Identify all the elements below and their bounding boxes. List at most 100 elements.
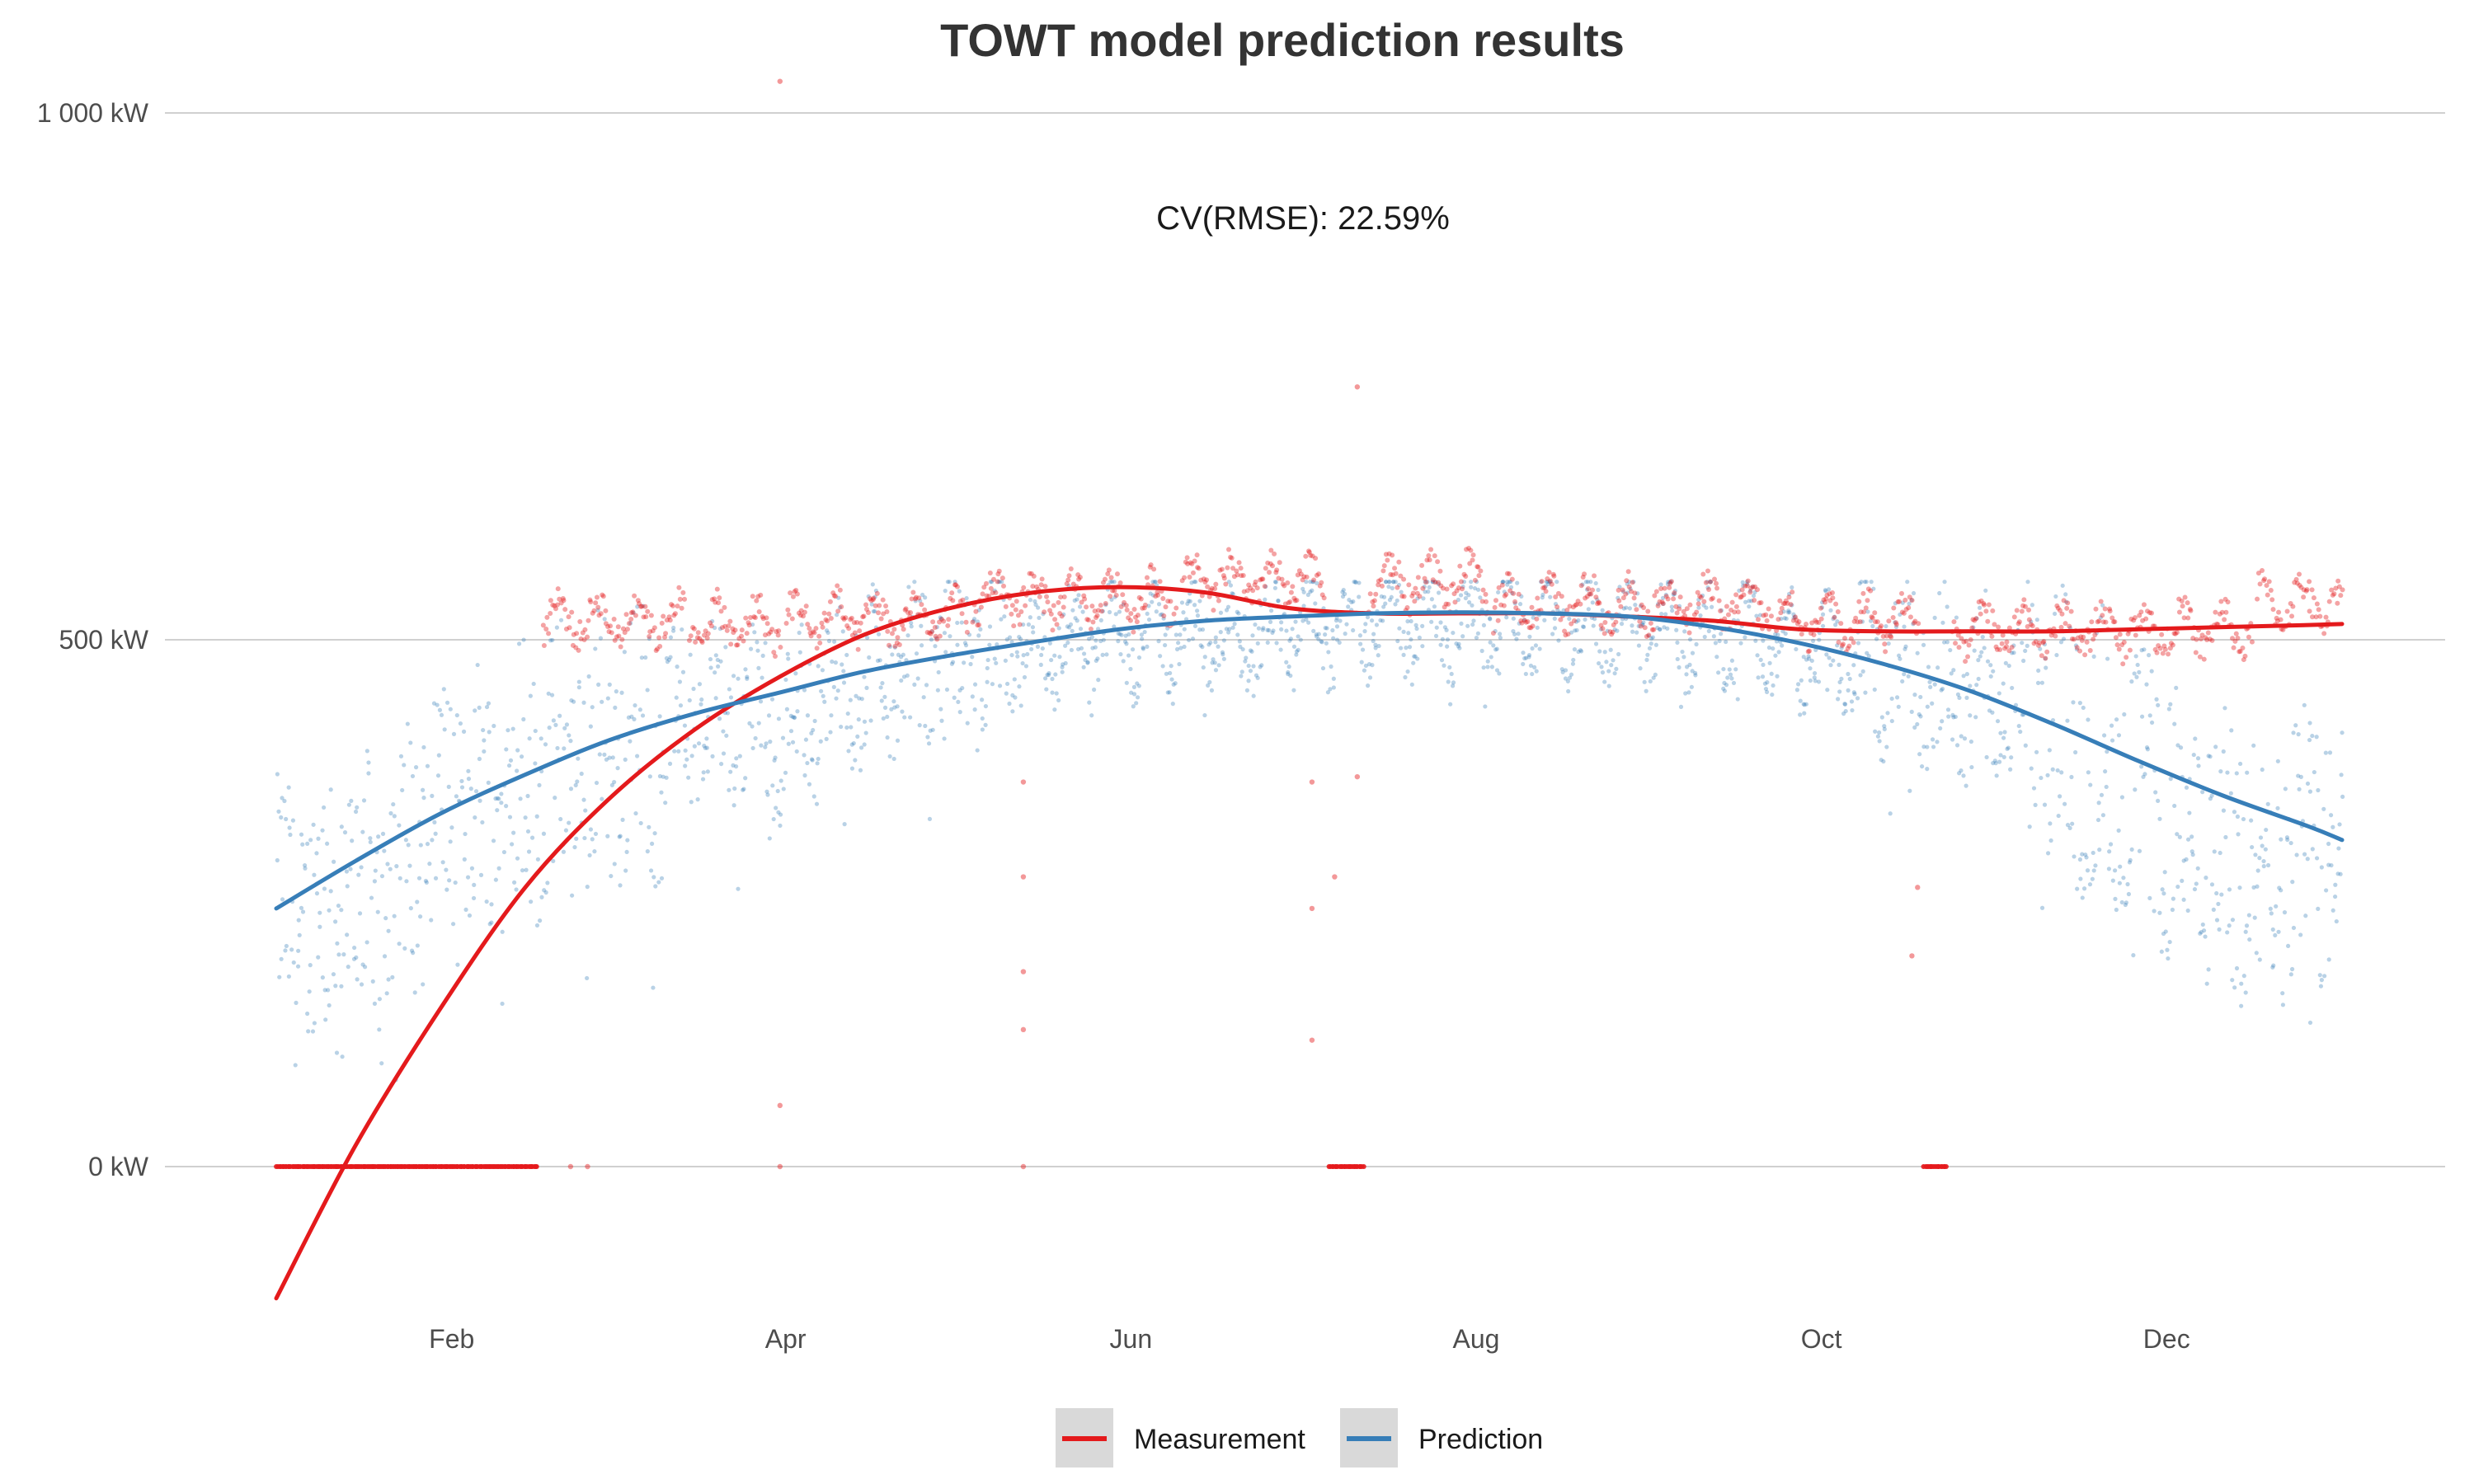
measurement-point (2128, 616, 2134, 622)
prediction-point (1876, 730, 1882, 735)
measurement-point (2294, 580, 2300, 586)
measurement-point (581, 637, 587, 643)
prediction-point (952, 580, 957, 585)
measurement-point (1102, 576, 1108, 582)
prediction-point (1167, 690, 1172, 695)
measurement-point (1135, 613, 1141, 618)
measurement-point (2091, 636, 2096, 642)
prediction-point (1260, 627, 1265, 632)
y-tick-label: 1 000 kW (37, 98, 149, 128)
prediction-point (816, 664, 821, 669)
measurement-point (1058, 594, 1064, 600)
prediction-point (1381, 594, 1387, 599)
prediction-point (1636, 623, 1641, 629)
measurement-point (1273, 570, 1279, 575)
measurement-point (889, 631, 895, 636)
measurement-point (663, 631, 669, 636)
prediction-point (1576, 618, 1581, 623)
measurement-point (2059, 611, 2065, 617)
prediction-point (905, 633, 910, 638)
measurement-point (1823, 596, 1829, 602)
prediction-point (2206, 754, 2211, 758)
prediction-point (1192, 623, 1198, 628)
measurement-point (2039, 653, 2044, 659)
prediction-point (689, 800, 694, 805)
prediction-point (1612, 627, 1617, 632)
measurement-point (1250, 588, 1256, 594)
prediction-point (626, 715, 632, 720)
prediction-point (1123, 633, 1128, 638)
prediction-point (667, 761, 673, 766)
prediction-point (2251, 743, 2256, 748)
prediction-point (1101, 637, 1106, 642)
measurement-point (833, 594, 839, 599)
prediction-point (2193, 736, 2198, 741)
gridlines (165, 112, 2445, 1167)
measurement-point (772, 654, 778, 660)
prediction-point (1094, 658, 1098, 664)
prediction-point (542, 888, 547, 893)
measurement-point (1288, 589, 1294, 595)
prediction-point (454, 712, 459, 718)
prediction-point (1213, 640, 1218, 645)
measurement-point (1319, 580, 1324, 585)
prediction-point (600, 699, 604, 704)
prediction-point (2172, 803, 2177, 809)
prediction-point (435, 702, 440, 707)
prediction-point (1785, 610, 1791, 615)
prediction-point (1710, 604, 1714, 609)
prediction-point (1208, 640, 1213, 646)
prediction-point (2185, 908, 2190, 913)
measurement-point (894, 640, 900, 646)
prediction-point (2189, 834, 2194, 839)
measurement-point (1580, 575, 1586, 580)
prediction-point (2135, 662, 2140, 668)
measurement-point (913, 594, 919, 600)
prediction-point (1401, 629, 1406, 634)
measurement-point (1395, 585, 1400, 590)
prediction-point (1835, 643, 1840, 648)
measurement-point (880, 597, 886, 603)
measurement-point (699, 639, 705, 645)
prediction-point (355, 805, 360, 810)
measurement-point (731, 630, 736, 636)
measurement-point (1189, 561, 1195, 566)
prediction-point (365, 940, 369, 945)
prediction-point (342, 830, 348, 835)
prediction-point (1390, 585, 1395, 591)
measurement-point (1660, 601, 1666, 607)
measurement-point (641, 614, 647, 620)
measurement-point (1842, 636, 1848, 641)
prediction-point (2139, 714, 2145, 719)
measurement-point (561, 598, 567, 603)
measurement-point (2331, 591, 2337, 597)
prediction-point (1758, 657, 1763, 662)
prediction-point (1334, 637, 1340, 642)
measurement-point (1609, 632, 1615, 637)
prediction-point (1517, 621, 1522, 626)
prediction-point (1514, 636, 1519, 641)
prediction-point (369, 895, 374, 900)
measurement-point (963, 619, 969, 625)
prediction-point (1764, 689, 1770, 694)
prediction-point (885, 735, 890, 740)
prediction-point (2314, 856, 2320, 861)
measurement-point (2303, 588, 2309, 594)
measurement-point (1124, 607, 1130, 613)
measurement-point (1821, 597, 1827, 603)
prediction-point (1446, 679, 1451, 684)
prediction-point (2056, 813, 2061, 819)
prediction-point (468, 787, 473, 791)
prediction-point (1087, 700, 1092, 705)
prediction-point (1961, 674, 1966, 679)
prediction-point (2232, 810, 2237, 815)
measurement-point (1714, 585, 1720, 591)
measurement-point (1192, 558, 1197, 564)
prediction-point (1481, 622, 1487, 628)
prediction-point (2034, 749, 2039, 754)
prediction-point (705, 769, 710, 774)
prediction-point (704, 745, 710, 750)
measurement-point (764, 615, 769, 621)
prediction-point (1224, 627, 1229, 632)
prediction-point (2276, 929, 2281, 934)
